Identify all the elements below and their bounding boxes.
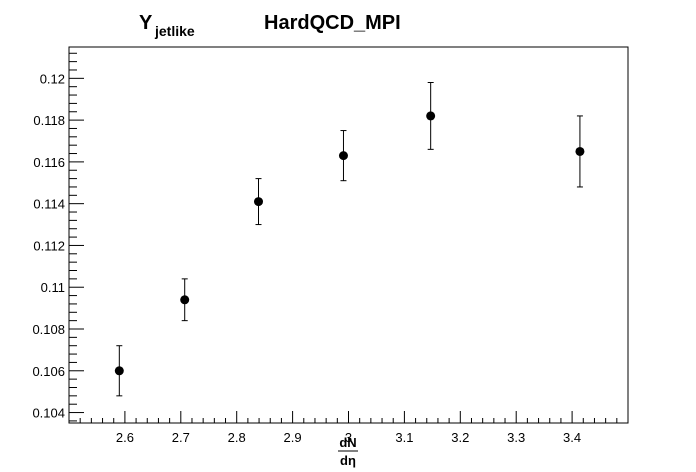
y-tick-label: 0.114 [33, 197, 65, 212]
plot-frame [68, 46, 629, 424]
x-tick-label: 2.6 [116, 430, 134, 445]
x-axis: 2.6 2.7 2.8 2.9 3 3.1 3.2 3.3 3.4 [68, 411, 629, 445]
x-tick-label: 3.4 [563, 430, 581, 445]
data-point [180, 295, 190, 305]
plot-area-border [68, 46, 629, 424]
chart-title-main: Y [139, 12, 153, 34]
data-point [426, 111, 436, 121]
y-tick-label: 0.106 [32, 364, 65, 379]
x-tick-label: 2.9 [284, 430, 302, 445]
data-point [575, 146, 585, 156]
data-point [254, 197, 264, 207]
y-tick-label: 0.108 [32, 322, 65, 337]
data-point [114, 366, 124, 376]
chart-title-subscript: jetlike [154, 23, 195, 39]
y-tick-label: 0.118 [33, 113, 65, 128]
y-axis: 0.104 0.106 0.108 0.11 0.112 0.114 0.116 0.118 0… [32, 52, 84, 422]
x-axis-label-denominator: dη [340, 453, 356, 468]
x-tick-label: 3.1 [395, 430, 413, 445]
x-tick-label: 2.7 [172, 430, 190, 445]
x-tick-label: 3.2 [451, 430, 469, 445]
data-points [114, 82, 585, 397]
y-tick-label: 0.112 [33, 238, 65, 253]
y-tick-label: 0.11 [41, 280, 65, 295]
y-tick-label: 0.12 [40, 71, 65, 86]
y-tick-label: 0.116 [33, 155, 65, 170]
x-tick-label: 2.8 [228, 430, 246, 445]
y-tick-label: 0.104 [32, 406, 65, 421]
data-point [338, 151, 348, 161]
x-tick-label: 3 [345, 430, 352, 445]
chart-title-right: HardQCD_MPI [264, 12, 401, 34]
x-tick-label: 3.3 [507, 430, 525, 445]
x-axis-label-numerator: dN [339, 435, 356, 450]
